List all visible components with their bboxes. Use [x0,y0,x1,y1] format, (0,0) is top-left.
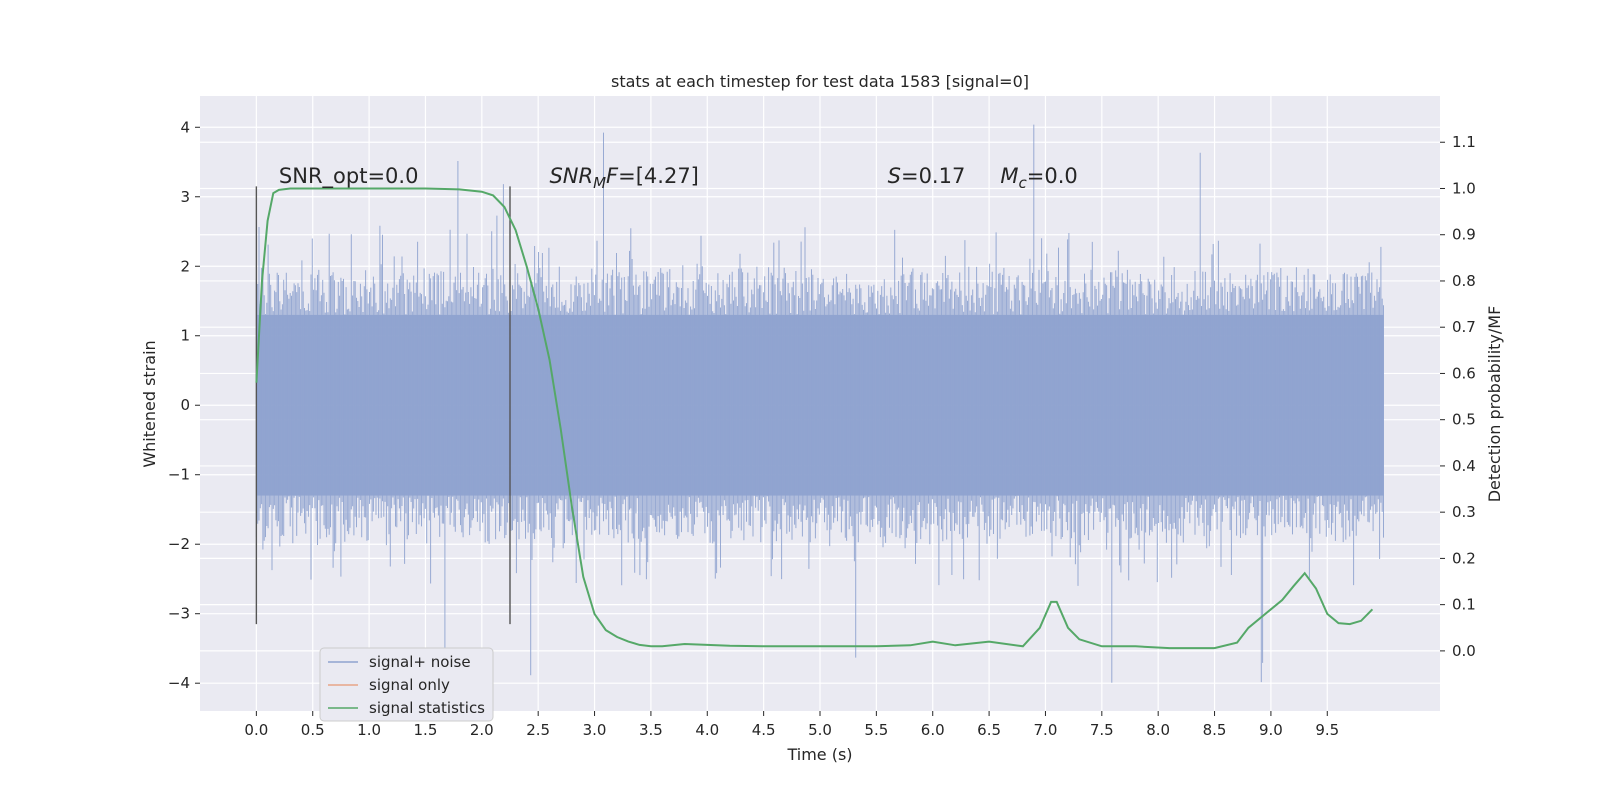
x-tick-label: 9.0 [1259,721,1283,739]
y-tick-label: 2 [180,257,190,275]
annotation-value: =0.0 [1027,164,1078,188]
x-tick-label: 8.5 [1203,721,1227,739]
x-tick-label: 6.5 [977,721,1001,739]
y-axis-ticks: 4 3 2 1 0 −1 −2 −3 −4 [168,118,200,692]
annotation-text: SNRMF=[4.27] [549,164,698,192]
y-tick-label: −3 [168,605,190,623]
annotation-symbol: M [1000,164,1018,188]
x-tick-label: 5.0 [808,721,832,739]
legend-label-signal-noise: signal+ noise [369,653,471,671]
y2-axis-ticks: 1.1 1.0 0.9 0.8 0.7 0.6 0.5 0.4 0.3 0.2 0.1 0.0 [1440,133,1476,660]
y2-tick-label: 1.1 [1452,133,1476,151]
annotation-text: SNR_opt=0.0 [279,164,419,189]
annotations: SNR_opt=0.0 SNRMF=[4.27] S=0.17 Mc=0.0 [279,164,1078,192]
y-tick-label: 1 [180,327,190,345]
y-tick-label: 4 [180,118,190,136]
y2-tick-label: 0.1 [1452,596,1476,614]
annotation-text: S=0.17 [888,164,966,188]
y-tick-label: −4 [168,674,190,692]
y-tick-label: −1 [168,466,190,484]
legend-label-signal-only: signal only [369,676,450,694]
x-tick-label: 8.0 [1146,721,1170,739]
legend-label-signal-statistics: signal statistics [369,699,485,717]
annotation-symbol: S [888,164,901,188]
x-tick-label: 1.0 [357,721,381,739]
x-tick-label: 0.5 [301,721,325,739]
y-tick-label: 3 [180,188,190,206]
noise-core-band [256,314,1384,496]
x-tick-label: 2.5 [526,721,550,739]
annotation-value: F [606,164,619,188]
x-tick-label: 3.0 [583,721,607,739]
y2-tick-label: 0.3 [1452,503,1476,521]
y2-tick-label: 0.6 [1452,364,1476,382]
y-tick-label: 0 [180,396,190,414]
y2-tick-label: 0.0 [1452,642,1476,660]
x-tick-label: 7.5 [1090,721,1114,739]
annotation-subscript: c [1018,174,1027,192]
x-axis-label: Time (s) [786,745,852,764]
y2-tick-label: 0.8 [1452,272,1476,290]
y2-tick-label: 0.7 [1452,318,1476,336]
x-tick-label: 0.0 [244,721,268,739]
legend-box [319,647,494,722]
annotation-subscript: M [593,174,606,192]
marker-lines [255,186,511,625]
x-axis-ticks: 0.0 0.5 1.0 1.5 2.0 2.5 3.0 3.5 4.0 4.5 5.0 5.5 6.0 6… [244,711,1339,739]
y2-axis-label: Detection probability/MF [1485,306,1504,503]
x-tick-label: 7.0 [1034,721,1058,739]
y2-tick-label: 1.0 [1452,179,1476,197]
x-tick-label: 4.5 [752,721,776,739]
legend: signal+ noise signal only signal statist… [319,647,494,722]
x-tick-label: 5.5 [864,721,888,739]
y-axis-label: Whitened strain [140,340,159,467]
y2-tick-label: 0.9 [1452,226,1476,244]
annotation-value: =0.17 [901,164,965,188]
signal-statistics-series [255,187,1374,650]
y2-tick-label: 0.2 [1452,549,1476,567]
x-tick-label: 3.5 [639,721,663,739]
x-tick-label: 9.5 [1315,721,1339,739]
annotation-value: =[4.27] [618,164,699,188]
annotation-text: Mc=0.0 [1000,164,1077,192]
x-tick-label: 2.0 [470,721,494,739]
signal-noise-series [255,124,1384,683]
x-tick-label: 1.5 [414,721,438,739]
y-tick-label: −2 [168,535,190,553]
annotation-symbol: SNR [549,164,593,188]
chart-title: stats at each timestep for test data 158… [611,72,1029,91]
x-tick-label: 4.0 [695,721,719,739]
y2-tick-label: 0.4 [1452,457,1476,475]
y2-tick-label: 0.5 [1452,411,1476,429]
signal-statistics-line [255,187,1374,650]
x-tick-label: 6.0 [921,721,945,739]
